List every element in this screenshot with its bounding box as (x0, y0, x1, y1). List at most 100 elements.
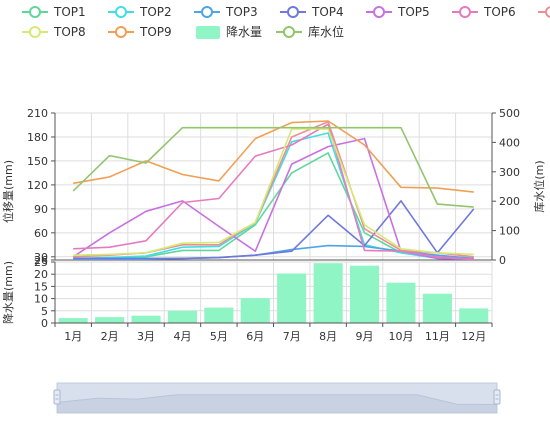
legend-marker-TOP9 (115, 26, 127, 38)
bottom-left-axis-tick-label: 0 (41, 317, 48, 330)
legend-label-库水位: 库水位 (308, 24, 344, 39)
legend-marker-库水位 (283, 26, 295, 38)
series-line-TOP9 (73, 120, 474, 193)
series-line-TOP8 (73, 128, 474, 256)
x-axis-tick-label: 9月 (356, 330, 374, 343)
bar-2月 (95, 317, 125, 323)
bottom-left-axis-tick-label: 10 (34, 293, 48, 306)
bar-12月 (459, 308, 489, 323)
right-axis-title: 库水位(m) (532, 160, 546, 212)
bar-series (58, 263, 489, 323)
legend-label-TOP4: TOP4 (311, 5, 344, 19)
series-line-库水位 (72, 126, 474, 208)
bottom-left-axis-tick-label: 20 (34, 268, 48, 281)
legend-swatch-降水量 (196, 26, 220, 39)
left-axis-tick-label: 120 (27, 179, 48, 192)
left-axis-tick-label: 30 (34, 251, 48, 264)
legend-marker-TOP6 (459, 6, 471, 18)
bar-8月 (313, 263, 343, 323)
legend-label-TOP6: TOP6 (483, 5, 516, 19)
x-axis: 1月 2月 3月 4月 5月 6月 7月 8月 9月 10月 11月 12月 (54, 322, 493, 343)
bar-6月 (240, 298, 270, 323)
series-line-TOP6 (73, 123, 474, 260)
x-axis-tick-label: 4月 (173, 330, 191, 343)
x-axis-tick-label: 8月 (319, 330, 337, 343)
legend-item-TOP9[interactable]: TOP9 (108, 25, 172, 39)
right-axis-tick-label: 400 (499, 136, 520, 149)
legend-item-TOP3[interactable]: TOP3 (194, 5, 258, 19)
legend-label-TOP5: TOP5 (397, 5, 430, 19)
legend-label-降水量: 降水量 (226, 25, 262, 39)
line-series (72, 120, 475, 261)
legend-marker-TOP2 (115, 6, 127, 18)
zoom-slider-selection (57, 383, 497, 413)
legend-marker-TOP5 (373, 6, 385, 18)
legend: TOP1 TOP2 TOP3 TOP4 TOP5 TOP6 TOP7 TOP8 TOP9 降水量 库… (22, 5, 550, 39)
legend-item-TOP7[interactable]: TOP7 (538, 5, 550, 19)
legend-item-TOP6[interactable]: TOP6 (452, 5, 516, 19)
series-line-TOP4 (73, 200, 475, 260)
zoom-slider[interactable] (53, 382, 501, 414)
legend-marker-TOP1 (29, 6, 41, 18)
x-axis-tick-label: 5月 (210, 330, 228, 343)
bar-1月 (58, 318, 88, 323)
bottom-left-axis-tick-label: 5 (41, 305, 48, 318)
bottom-left-axis-tick-label: 25 (34, 256, 48, 269)
left-axis-tick-label: 180 (27, 131, 48, 144)
series-line-TOP2 (73, 132, 474, 260)
x-axis-tick-label: 6月 (246, 330, 264, 343)
legend-label-TOP2: TOP2 (139, 5, 172, 19)
zoom-handle-left[interactable] (53, 389, 61, 405)
legend-label-TOP1: TOP1 (53, 5, 86, 19)
left-axis-title: 位移量(mm) (1, 160, 15, 223)
x-axis-tick-label: 7月 (283, 330, 301, 343)
bar-4月 (167, 310, 197, 323)
bar-5月 (204, 307, 234, 323)
bar-11月 (422, 293, 452, 323)
x-axis-tick-label: 2月 (101, 330, 119, 343)
bar-10月 (386, 282, 416, 323)
x-axis-tick-label: 1月 (64, 330, 82, 343)
legend-marker-TOP3 (201, 6, 213, 18)
left-axis-tick-label: 150 (27, 155, 48, 168)
x-axis-tick-label: 12月 (461, 330, 486, 343)
bar-9月 (350, 265, 380, 323)
right-axis: 0 100 200 300 400 500 库水位(m) (491, 107, 546, 267)
legend-label-TOP8: TOP8 (53, 25, 86, 39)
bar-7月 (277, 273, 307, 323)
left-axis-tick-label: 60 (34, 227, 48, 240)
right-axis-tick-label: 100 (499, 225, 520, 238)
zoom-handle-right[interactable] (493, 389, 501, 405)
legend-item-TOP2[interactable]: TOP2 (108, 5, 172, 19)
zoom-slider-preview (56, 394, 498, 414)
legend-label-TOP3: TOP3 (225, 5, 258, 19)
right-axis-tick-label: 0 (499, 254, 506, 267)
legend-item-TOP8[interactable]: TOP8 (22, 25, 86, 39)
zoom-handle-grip (53, 389, 61, 405)
x-axis-tick-label: 3月 (137, 330, 155, 343)
left-axis-tick-label: 210 (27, 107, 48, 120)
legend-marker-TOP7 (545, 6, 550, 18)
x-axis-tick-label: 11月 (425, 330, 450, 343)
legend-label-TOP9: TOP9 (139, 25, 172, 39)
right-axis-tick-label: 300 (499, 166, 520, 179)
bottom-left-axis-title: 降水量(mm) (1, 261, 15, 324)
left-axis-tick-label: 90 (34, 203, 48, 216)
left-axis-tick-label: 26 (34, 254, 48, 267)
legend-marker-TOP4 (287, 6, 299, 18)
legend-marker-TOP8 (29, 26, 41, 38)
zoom-handle-grip (493, 389, 501, 405)
legend-item-TOP4[interactable]: TOP4 (280, 5, 344, 19)
bottom-left-axis-tick-label: 15 (34, 280, 48, 293)
legend-item-库水位[interactable]: 库水位 (276, 24, 344, 39)
bar-3月 (131, 315, 161, 323)
legend-item-降水量[interactable]: 降水量 (196, 25, 262, 39)
x-axis-tick-label: 10月 (388, 330, 413, 343)
legend-item-TOP5[interactable]: TOP5 (366, 5, 430, 19)
legend-item-TOP1[interactable]: TOP1 (22, 5, 86, 19)
right-axis-tick-label: 200 (499, 195, 520, 208)
